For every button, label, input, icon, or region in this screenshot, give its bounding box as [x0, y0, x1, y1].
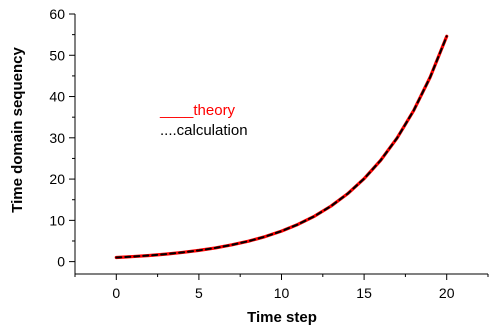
series-line-calculation [115, 35, 448, 259]
y-tick-label: 10 [49, 212, 65, 228]
x-tick-label: 15 [356, 285, 372, 301]
x-axis-ticks: 0 5 10 15 20 [74, 274, 489, 301]
series-layer [114, 34, 449, 260]
legend-entry-theory: ____theory [159, 102, 236, 119]
y-tick-label: 50 [49, 47, 65, 63]
y-tick-label: 0 [57, 254, 65, 270]
series-line-theory [114, 34, 449, 260]
x-tick-label: 5 [195, 285, 203, 301]
y-tick-label: 20 [49, 171, 65, 187]
x-tick-label: 20 [439, 285, 455, 301]
legend-entry-calculation: ....calculation [160, 122, 248, 139]
y-tick-label: 40 [49, 89, 65, 105]
x-axis-title: Time step [247, 309, 317, 326]
y-axis-title: Time domain sequency [9, 47, 26, 213]
x-tick-label: 0 [112, 285, 120, 301]
y-axis-ticks: 0 10 20 30 40 50 60 [49, 6, 75, 270]
x-tick-label: 10 [274, 285, 290, 301]
plot-frame [74, 14, 488, 275]
y-tick-label: 60 [49, 6, 65, 22]
legend: ____theory ....calculation [159, 102, 248, 139]
y-tick-label: 30 [49, 130, 65, 146]
